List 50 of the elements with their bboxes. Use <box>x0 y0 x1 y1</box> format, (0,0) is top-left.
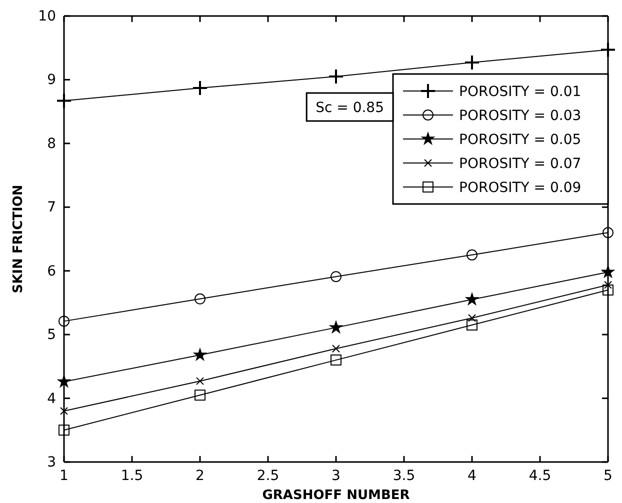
point <box>332 344 340 353</box>
legend-label: POROSITY = 0.07 <box>459 156 582 172</box>
y-tick-label: 10 <box>38 8 56 24</box>
point <box>466 293 478 305</box>
x-tick-label: 5 <box>604 468 612 484</box>
legend-label: POROSITY = 0.09 <box>459 180 582 196</box>
x-tick-label: 4 <box>468 468 477 484</box>
x-tick-label: 3 <box>332 468 340 484</box>
y-tick-label: 4 <box>47 390 56 407</box>
point <box>194 293 206 304</box>
point <box>194 390 206 401</box>
point <box>600 42 616 58</box>
x-tick-label: 4.5 <box>528 468 552 484</box>
point <box>58 316 70 327</box>
x-tick-label: 1.5 <box>120 468 144 484</box>
point <box>56 92 72 109</box>
y-tick-label: 9 <box>47 72 56 88</box>
point <box>602 266 614 278</box>
y-tick-label: 8 <box>47 136 56 152</box>
y-tick-label: 5 <box>47 327 56 344</box>
x-tick-label: 1 <box>60 468 68 484</box>
point <box>330 321 342 333</box>
point <box>602 227 614 238</box>
annotation: Sc = 0.85 <box>316 100 384 116</box>
point <box>192 80 208 96</box>
point <box>602 284 614 296</box>
y-tick-label: 3 <box>47 454 56 470</box>
point <box>194 348 206 360</box>
point <box>468 314 476 322</box>
point <box>58 375 70 388</box>
x-axis-title: GRASHOFF NUMBER <box>262 488 410 503</box>
point <box>330 271 342 282</box>
legend-label: POROSITY = 0.03 <box>459 108 582 124</box>
legend-label: POROSITY = 0.05 <box>459 132 582 148</box>
x-tick-label: 2.5 <box>256 468 280 484</box>
point <box>58 424 70 436</box>
legend-label: POROSITY = 0.01 <box>459 84 582 100</box>
point <box>330 354 342 366</box>
x-tick-label: 3.5 <box>392 468 416 484</box>
point <box>60 407 68 416</box>
x-tick-label: 2 <box>196 468 204 484</box>
point <box>464 54 480 71</box>
y-tick-label: 7 <box>47 200 56 216</box>
point <box>466 320 478 331</box>
point <box>196 377 204 386</box>
point <box>466 249 478 260</box>
y-tick-label: 6 <box>47 263 56 280</box>
point <box>328 68 344 85</box>
point <box>604 280 612 289</box>
y-axis-title: SKIN FRICTION <box>11 184 26 294</box>
